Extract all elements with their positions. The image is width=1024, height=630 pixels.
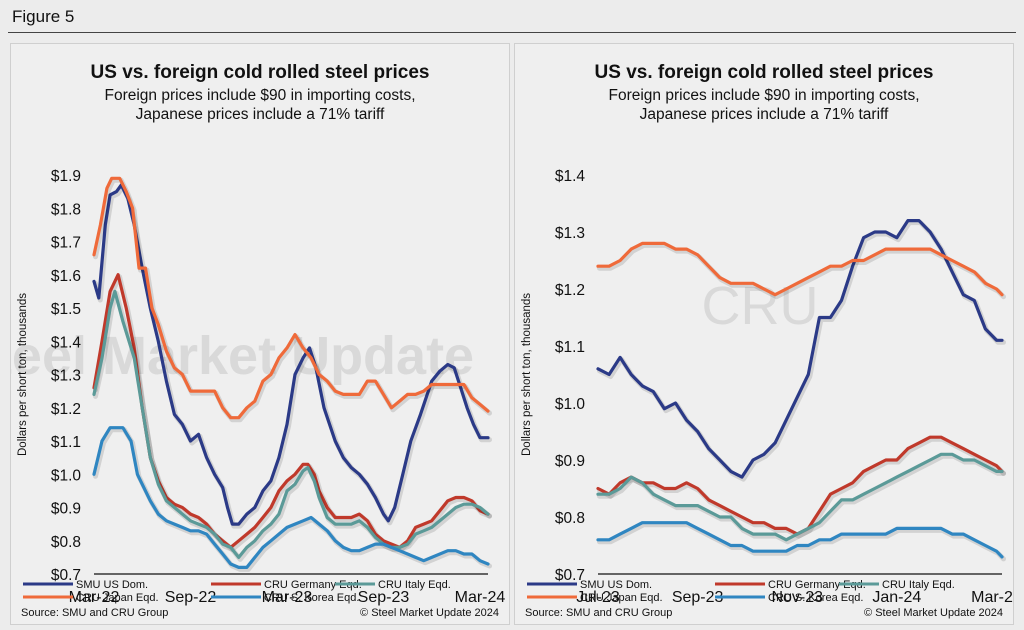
y-tick-label: $0.7 (555, 567, 585, 584)
y-tick-label: $1.1 (555, 339, 585, 356)
copyright-note: © Steel Market Update 2024 (360, 607, 499, 619)
y-tick-label: $0.9 (51, 501, 81, 518)
watermark: Steel Market Update (11, 326, 474, 386)
x-tick-label: Mar-24 (455, 589, 506, 606)
source-note: Source: SMU and CRU Group (525, 607, 672, 619)
x-tick-label: Sep-22 (165, 589, 217, 606)
chart-subtitle-line1: Foreign prices include $90 in importing … (104, 87, 415, 104)
y-tick-label: $0.7 (51, 567, 81, 584)
y-tick-label: $1.2 (51, 401, 81, 418)
series-line-germany (596, 435, 1004, 536)
series-line-italy (92, 289, 490, 559)
y-tick-label: $1.9 (51, 168, 81, 185)
legend-label-italy: CRU Italy Eqd. (378, 579, 451, 591)
y-tick-label: $1.3 (51, 368, 81, 385)
legend-label-korea: CRU S. Korea Eqd. (264, 592, 359, 604)
y-tick-label: $1.7 (51, 235, 81, 252)
chart-panel-right: CRU US vs. foreign cold rolled steel pric… (514, 43, 1014, 625)
series-line-korea (596, 521, 1004, 559)
x-tick-label: Jul-23 (576, 589, 620, 606)
series-line-korea (92, 426, 490, 569)
series-line-japan (92, 176, 490, 420)
legend-label-italy: CRU Italy Eqd. (882, 579, 955, 591)
y-tick-label: $1.2 (555, 282, 585, 299)
series-line-smu (92, 183, 490, 526)
legend-label-japan: CRU Japan Eqd. (580, 592, 663, 604)
x-tick-label: Nov-23 (771, 589, 823, 606)
legend-label-germany: CRU Germany Eqd. (768, 579, 866, 591)
legend-label-japan: CRU Japan Eqd. (76, 592, 159, 604)
chart-subtitle-line2: Japanese prices include a 71% tariff (640, 106, 889, 123)
chart-panel-left: Steel Market Update US vs. foreign cold r… (10, 43, 510, 625)
series-line-italy (596, 452, 1004, 542)
series-line-smu (596, 219, 1004, 479)
x-tick-label: Sep-23 (672, 589, 724, 606)
chart-title: US vs. foreign cold rolled steel prices (595, 62, 934, 83)
y-tick-label: $1.8 (51, 201, 81, 218)
copyright-note: © Steel Market Update 2024 (864, 607, 1003, 619)
series-line-japan (596, 241, 1004, 297)
y-tick-label: $1.4 (51, 334, 82, 351)
legend-label-germany: CRU Germany Eqd. (264, 579, 362, 591)
y-tick-label: $0.9 (555, 453, 585, 470)
y-axis-label: Dollars per short ton, thousands (521, 293, 533, 456)
y-tick-label: $1.1 (51, 434, 81, 451)
chart-subtitle-line2: Japanese prices include a 71% tariff (136, 106, 385, 123)
chart-title: US vs. foreign cold rolled steel prices (91, 62, 430, 83)
series-line-shadow-germany (597, 436, 1006, 539)
y-tick-label: $1.3 (555, 225, 585, 242)
x-tick-label: Sep-23 (358, 589, 410, 606)
x-tick-label: Mar-22 (69, 589, 120, 606)
figure-label: Figure 5 (12, 7, 75, 26)
series-line-shadow-korea (93, 427, 492, 572)
chart-subtitle-line1: Foreign prices include $90 in importing … (608, 87, 919, 104)
legend-label-smu: SMU US Dom. (76, 579, 148, 591)
y-tick-label: $0.8 (51, 534, 81, 551)
y-tick-label: $1.5 (51, 301, 81, 318)
source-note: Source: SMU and CRU Group (21, 607, 168, 619)
legend-label-korea: CRU S. Korea Eqd. (768, 592, 863, 604)
y-tick-label: $1.6 (51, 268, 81, 285)
y-tick-label: $0.8 (555, 510, 585, 527)
x-tick-label: Jan-24 (872, 589, 921, 606)
y-axis-label: Dollars per short ton, thousands (17, 293, 29, 456)
figure-divider (8, 32, 1016, 33)
y-tick-label: $1.4 (555, 168, 586, 185)
chart-svg-left: Steel Market Update US vs. foreign cold r… (11, 62, 506, 619)
x-tick-label: Mar-23 (262, 589, 313, 606)
legend-label-smu: SMU US Dom. (580, 579, 652, 591)
y-tick-label: $1.0 (555, 396, 586, 413)
y-tick-label: $1.0 (51, 467, 82, 484)
series-line-shadow-korea (597, 522, 1006, 562)
x-tick-label: Mar-24 (971, 589, 1013, 606)
